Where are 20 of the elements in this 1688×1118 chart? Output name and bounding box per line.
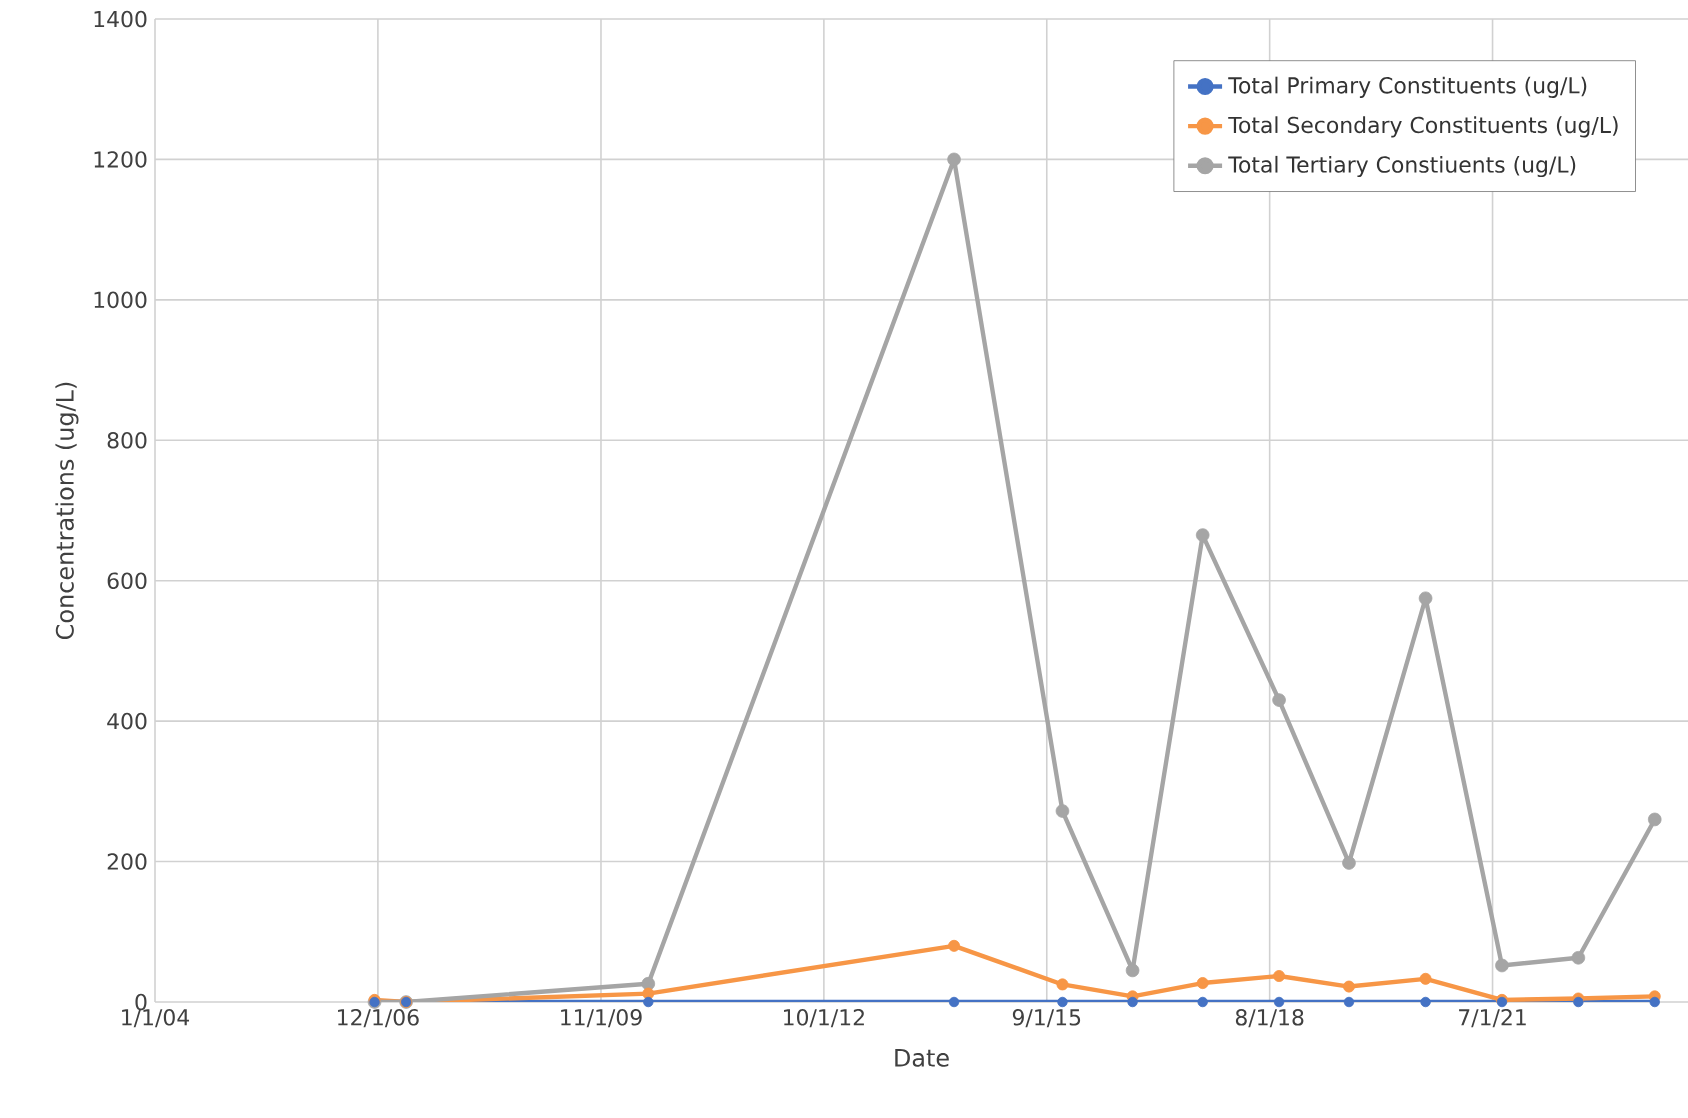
y-tick-label: 1400 — [94, 10, 147, 28]
x-tick-label: 12/1/06 — [338, 1009, 419, 1028]
x-tick-label: 9/1/15 — [1012, 1009, 1081, 1028]
y-tick-label: 400 — [107, 712, 147, 730]
x-tick-label: 1/1/04 — [122, 1009, 190, 1028]
x-tick-label: 7/1/21 — [1459, 1009, 1526, 1028]
legend-label: Total Primary Constituents (ug/L) — [1228, 76, 1587, 98]
legend-label: Total Secondary Constituents (ug/L) — [1228, 116, 1618, 138]
x-tick-label: 8/1/18 — [1235, 1009, 1304, 1028]
y-axis-title: Concentrations (ug/L) — [55, 382, 79, 639]
y-tick-label: 1200 — [94, 151, 147, 168]
x-tick-label: 10/1/12 — [784, 1009, 864, 1028]
y-tick-label: 1000 — [94, 291, 147, 309]
y-tick-label: 0 — [135, 993, 147, 1011]
y-tick-label: 800 — [107, 432, 147, 449]
y-tick-label: 600 — [107, 572, 147, 589]
x-tick-label: 11/1/09 — [561, 1009, 642, 1028]
x-axis-title: Date — [895, 1049, 949, 1067]
y-tick-label: 200 — [107, 853, 147, 870]
legend-label: Total Tertiary Constiuents (ug/L) — [1228, 155, 1576, 178]
